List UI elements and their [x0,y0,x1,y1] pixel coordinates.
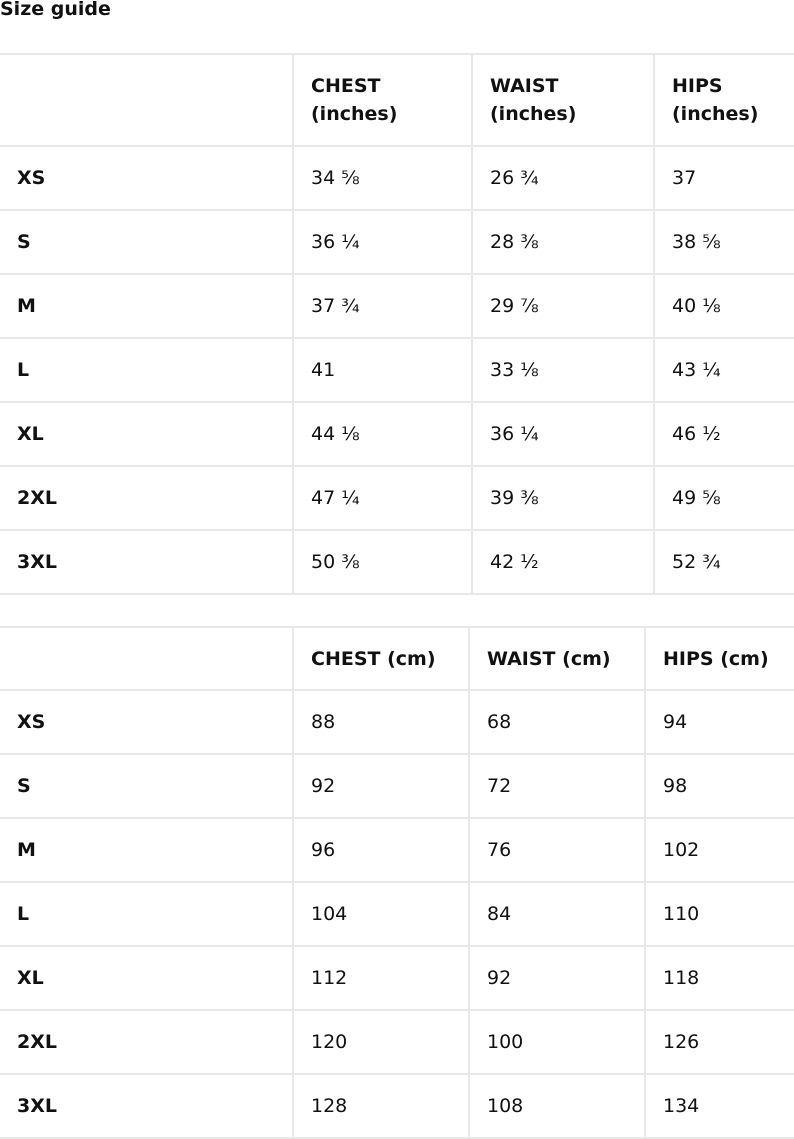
column-header-hips: HIPS (inches) [653,53,794,147]
column-header-waist: WAIST (inches) [471,53,655,147]
header-row: CHEST (cm) WAIST (cm) HIPS (cm) [0,626,794,691]
hips-cell: 94 [644,689,794,755]
chest-cell: 128 [292,1073,470,1139]
waist-cell: 36 ¼ [471,401,655,467]
column-header-chest: CHEST (cm) [292,626,470,691]
hips-cell: 110 [644,881,794,947]
waist-cell: 76 [468,817,646,883]
table-row: S 36 ¼ 28 ⅜ 38 ⅝ [0,209,794,275]
chest-cell: 36 ¼ [292,209,473,275]
table-row: 3XL 50 ⅜ 42 ½ 52 ¾ [0,529,794,595]
waist-cell: 26 ¾ [471,145,655,211]
waist-cell: 42 ½ [471,529,655,595]
size-label: S [0,753,294,819]
size-label: 3XL [0,529,294,595]
waist-cell: 92 [468,945,646,1011]
column-header-waist: WAIST (cm) [468,626,646,691]
table-row: XL 112 92 118 [0,945,794,1011]
cm-size-table: CHEST (cm) WAIST (cm) HIPS (cm) XS 88 68 94 S 9… [0,626,794,1139]
page-title: Size guide [0,0,111,20]
hips-cell: 38 ⅝ [653,209,794,275]
hips-cell: 43 ¼ [653,337,794,403]
hips-cell: 52 ¾ [653,529,794,595]
column-header-size [0,626,294,691]
table-row: L 41 33 ⅛ 43 ¼ [0,337,794,403]
waist-cell: 72 [468,753,646,819]
table-row: 2XL 47 ¼ 39 ⅜ 49 ⅝ [0,465,794,531]
chest-cell: 104 [292,881,470,947]
size-label: M [0,817,294,883]
chest-cell: 34 ⅝ [292,145,473,211]
table-row: M 37 ¾ 29 ⅞ 40 ⅛ [0,273,794,339]
size-label: 3XL [0,1073,294,1139]
chest-cell: 112 [292,945,470,1011]
waist-cell: 100 [468,1009,646,1075]
hips-cell: 40 ⅛ [653,273,794,339]
waist-cell: 33 ⅛ [471,337,655,403]
hips-cell: 46 ½ [653,401,794,467]
column-header-size [0,53,294,147]
size-label: XS [0,689,294,755]
size-label: 2XL [0,465,294,531]
column-header-hips: HIPS (cm) [644,626,794,691]
waist-cell: 68 [468,689,646,755]
size-label: 2XL [0,1009,294,1075]
hips-cell: 126 [644,1009,794,1075]
waist-cell: 29 ⅞ [471,273,655,339]
table-row: 2XL 120 100 126 [0,1009,794,1075]
chest-cell: 37 ¾ [292,273,473,339]
chest-cell: 44 ⅛ [292,401,473,467]
header-row: CHEST (inches) WAIST (inches) HIPS (inches… [0,53,794,147]
waist-cell: 28 ⅜ [471,209,655,275]
table-row: M 96 76 102 [0,817,794,883]
chest-cell: 41 [292,337,473,403]
size-label: XL [0,945,294,1011]
hips-cell: 102 [644,817,794,883]
table-row: S 92 72 98 [0,753,794,819]
waist-cell: 108 [468,1073,646,1139]
column-header-chest: CHEST (inches) [292,53,473,147]
chest-cell: 92 [292,753,470,819]
table-row: XS 88 68 94 [0,689,794,755]
hips-cell: 98 [644,753,794,819]
hips-cell: 37 [653,145,794,211]
table-row: 3XL 128 108 134 [0,1073,794,1139]
waist-cell: 84 [468,881,646,947]
hips-cell: 118 [644,945,794,1011]
table-row: XS 34 ⅝ 26 ¾ 37 [0,145,794,211]
chest-cell: 50 ⅜ [292,529,473,595]
size-label: M [0,273,294,339]
size-label: L [0,337,294,403]
chest-cell: 96 [292,817,470,883]
table-row: L 104 84 110 [0,881,794,947]
table-row: XL 44 ⅛ 36 ¼ 46 ½ [0,401,794,467]
hips-cell: 134 [644,1073,794,1139]
waist-cell: 39 ⅜ [471,465,655,531]
chest-cell: 120 [292,1009,470,1075]
chest-cell: 47 ¼ [292,465,473,531]
size-label: XS [0,145,294,211]
hips-cell: 49 ⅝ [653,465,794,531]
inches-size-table: CHEST (inches) WAIST (inches) HIPS (inches… [0,53,794,595]
chest-cell: 88 [292,689,470,755]
size-label: S [0,209,294,275]
size-label: L [0,881,294,947]
size-label: XL [0,401,294,467]
